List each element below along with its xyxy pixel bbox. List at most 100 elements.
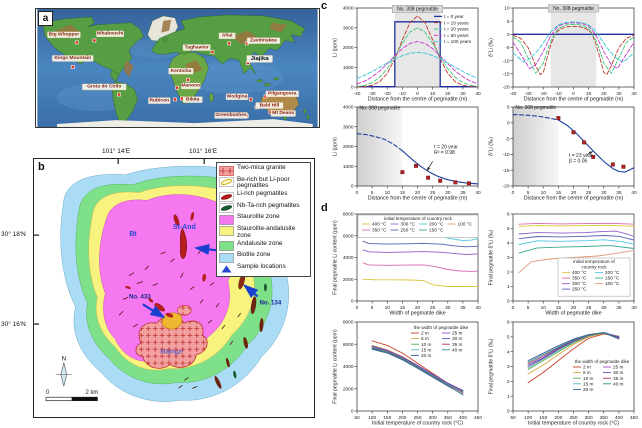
chart-d-d7li-vs-width: 0 5 10 15 20 25 30 35 40 0 1 2 3 4 5 6 Width of pegmatit…	[486, 210, 638, 317]
x-tick-label: 100	[524, 415, 532, 421]
y-tick-label: -10	[503, 152, 510, 158]
series-line	[362, 240, 479, 248]
x-axis-label: Initial temperature of country rock (°C)	[528, 421, 619, 427]
pegmatite-band	[550, 8, 597, 87]
panel-a-world-map: Big Whopper Whabouchi Kings Mountain Grota …	[35, 8, 320, 128]
series-line	[356, 15, 479, 88]
legend-swatch-icon	[219, 203, 234, 214]
x-tick-label: 20	[415, 305, 421, 311]
legend-item-label: 10 m	[421, 342, 432, 347]
map-legend-label: Staurolite-andalusite zone	[237, 224, 296, 239]
legend-swatch-icon	[219, 177, 234, 187]
x-axis-label: Width of pegmatite dike	[389, 311, 445, 317]
deposit-label-box	[168, 67, 194, 75]
x-tick-label: 15	[556, 190, 562, 196]
deposit-label: Bald Hill	[260, 102, 280, 108]
x-tick-label: 15	[556, 305, 562, 311]
y-tick-label: 2000	[343, 386, 354, 392]
antarctica	[57, 119, 313, 127]
deposit-label: Pilgangoora	[268, 91, 297, 97]
deposit-marker	[227, 41, 231, 46]
y-tick-label: 3000	[343, 124, 354, 130]
y-tick-label: 4	[507, 349, 510, 355]
map-legend-row: Two-mica granite	[219, 164, 308, 176]
x-tick-label: 20	[571, 305, 577, 311]
x-tick-label: 25	[586, 190, 592, 196]
x-tick-label: 10	[385, 190, 391, 196]
annotation-text: t = 20 year	[434, 144, 458, 150]
y-tick-label: 8000	[343, 320, 354, 326]
data-point	[414, 163, 418, 168]
band-label: No. 308 pegmatite	[359, 106, 400, 112]
y-tick-label: 2000	[343, 144, 354, 150]
x-tick-label: 25	[430, 190, 436, 196]
chart-svg: 50 100 150 200 250 300 350 400 450 0 2000 4000 6000 8…	[333, 320, 483, 427]
x-tick-label: 35	[616, 190, 622, 196]
x-axis-label: Distance from the centre of pegmatite (m…	[368, 196, 468, 202]
x-tick-label: 35	[460, 305, 466, 311]
x-tick-label: 5	[527, 305, 530, 311]
x-tick-label: 250	[569, 415, 577, 421]
x-tick-label: 30	[616, 91, 622, 97]
map-legend-row: Staurolite zone	[219, 213, 308, 225]
series-line	[371, 346, 464, 392]
x-tick-label: 25	[430, 305, 436, 311]
x-tick-label: 250	[413, 415, 421, 421]
x-tick-label: 20	[601, 91, 607, 97]
x-tick-label: 200	[554, 415, 562, 421]
data-point	[621, 164, 626, 169]
x-tick-label: 40	[631, 91, 637, 97]
deposit-label: Big Whopper	[49, 32, 80, 38]
series-line	[356, 133, 403, 152]
y-tick-label: 6000	[343, 342, 354, 348]
legend-swatch-icon	[219, 165, 234, 176]
deposit-label-box	[225, 93, 249, 101]
legend-item-label: t = 0 year	[444, 14, 464, 19]
y-tick-label: 1000	[343, 65, 354, 71]
y-tick-label: 0	[507, 299, 510, 305]
map-legend-label: Be-rich but Li-poor pegmatites	[237, 175, 290, 190]
series-line	[557, 119, 635, 173]
longitude-label: 101° 16'E	[189, 148, 218, 155]
map-legend-row: Andalusite zone	[219, 240, 308, 252]
y-tick-label: 3	[507, 364, 510, 370]
legend-item-label: 10 m	[583, 376, 594, 381]
y-axis-label: Final pegmatite δ⁷Li (‰)	[489, 338, 495, 394]
panel-c-label: c	[321, 0, 328, 12]
series-line	[512, 23, 635, 74]
x-tick-label: 0	[356, 305, 359, 311]
band-label: No. 308 pegmatite	[515, 105, 556, 111]
x-tick-label: 450	[630, 415, 638, 421]
legend-item-label: t = 10 years	[444, 20, 469, 25]
latitude-label: 30° 16'N	[1, 321, 26, 328]
x-tick-label: -40	[510, 91, 517, 97]
latitude-label: 30° 18'N	[1, 231, 26, 238]
x-tick-label: -10	[555, 91, 562, 97]
legend-item-label: 35 m	[452, 342, 463, 347]
panel-d-label: d	[321, 202, 328, 214]
deposit-marker	[70, 65, 75, 69]
x-tick-label: -20	[540, 91, 547, 97]
y-axis-label: Li (ppm)	[333, 38, 339, 57]
x-tick-label: 5	[371, 190, 374, 196]
zone-label: St-And	[173, 224, 196, 231]
y-tick-label: 3000	[343, 25, 354, 31]
deposit-label: Jiajika	[251, 56, 270, 62]
chart-legend-box	[557, 257, 631, 297]
x-axis-label: Distance from the centre of pegmatite (m…	[368, 97, 468, 103]
legend-item-label: 250 °C	[572, 287, 587, 292]
series-line	[518, 249, 635, 274]
legend-item-label: 100 °C	[605, 281, 620, 286]
data-point	[438, 178, 443, 183]
y-axis-label: δ⁷Li (‰)	[489, 137, 495, 156]
legend-item-label: 40 m	[613, 381, 624, 386]
legend-swatch-icon	[219, 226, 234, 237]
world-map-svg: Big Whopper Whabouchi Kings Mountain Grota …	[37, 9, 318, 127]
series-line	[371, 347, 464, 393]
chart-d-li-vs-width: 0 5 10 15 20 25 30 35 40 0 2000 4000 6000 8000 Width o…	[330, 210, 482, 317]
y-tick-label: -20	[503, 184, 510, 190]
x-tick-label: 150	[383, 415, 391, 421]
deposit-marker	[175, 85, 179, 90]
x-tick-label: 0	[512, 190, 515, 196]
chart-svg: -40 -30 -20 -10 0 10 20 30 40 0 1000 2000 3000 4000 Di…	[333, 5, 481, 103]
